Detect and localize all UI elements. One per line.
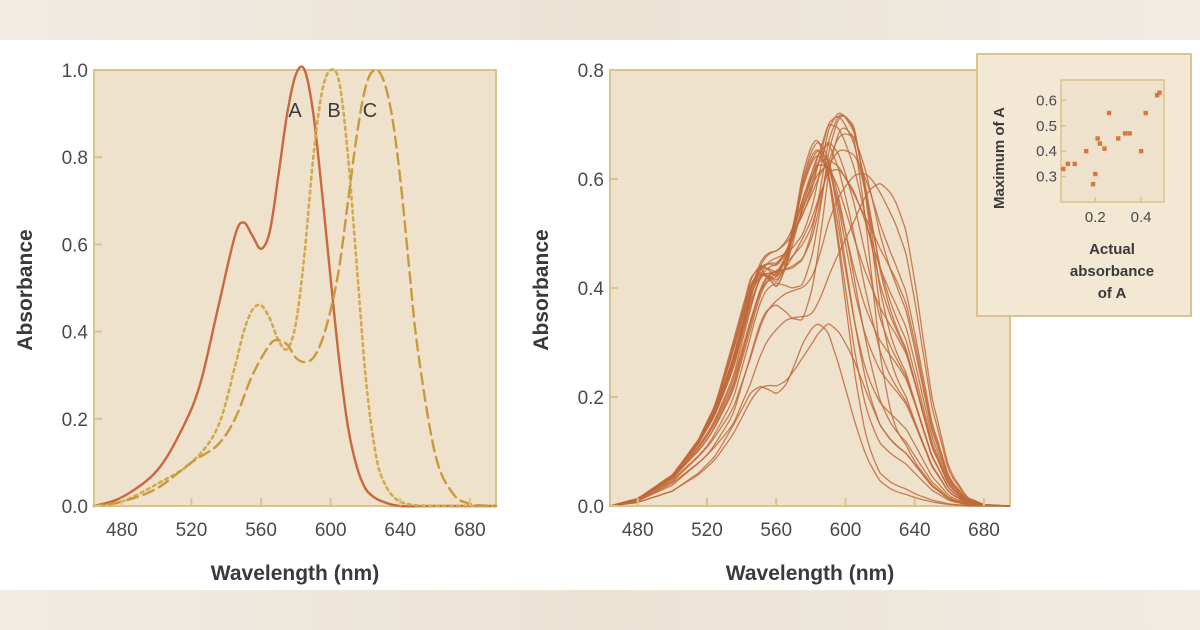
x-tick-label: 600 [830, 520, 862, 541]
right-curves [609, 112, 1011, 507]
curve-label-b: B [327, 100, 340, 122]
y-tick-label: 1.0 [62, 61, 88, 82]
right-plot-area [609, 69, 1011, 507]
y-tick-label: 0.6 [62, 235, 88, 256]
curve-label-a: A [288, 100, 302, 122]
x-tick-label: 480 [622, 520, 654, 541]
inset-y-ticks: 0.3 0.4 0.5 0.6 [1036, 92, 1066, 186]
x-tick-label: 640 [384, 520, 416, 541]
inset-x-tick-label: 0.2 [1085, 209, 1106, 226]
inset-data-point [1090, 182, 1096, 187]
left-y-ticks: 0.0 0.2 0.4 0.6 0.8 1.0 [62, 61, 102, 518]
inset-data-point [1095, 136, 1100, 141]
inset-y-tick-label: 0.6 [1036, 92, 1057, 109]
mixture-spectrum-line [609, 133, 1011, 507]
top-banner [0, 0, 1200, 40]
x-tick-label: 680 [968, 520, 1000, 541]
mixture-spectrum-line [609, 115, 1011, 507]
mixture-spectrum-line [609, 183, 1011, 507]
inset-y-axis-title: Maximum of A [991, 107, 1008, 209]
inset-data-point [1143, 110, 1148, 116]
inset-data-point [1116, 136, 1121, 141]
left-plot-area [93, 69, 497, 507]
inset-data-point [1122, 131, 1128, 136]
mixture-spectrum-line [609, 172, 1011, 507]
inset-panel: 0.2 0.4 0.30.40.50.6 Maximum of A Actual … [976, 53, 1192, 317]
inset-data-point [1097, 141, 1103, 146]
left-curves [92, 65, 498, 508]
inset-data-point [1083, 148, 1089, 154]
right-x-axis-title: Wavelength (nm) [726, 562, 894, 585]
series-line-b [92, 68, 498, 508]
curve-label-c: C [363, 100, 377, 122]
inset-plot-area [1060, 79, 1165, 203]
inset-y-tick-label: 0.5 [1036, 118, 1057, 135]
left-x-axis-title: Wavelength (nm) [211, 562, 379, 585]
x-tick-label: 520 [176, 520, 208, 541]
x-tick-label: 560 [245, 520, 277, 541]
left-y-axis-title: Absorbance [14, 229, 37, 350]
x-tick-label: 600 [315, 520, 347, 541]
left-x-ticks: 480 520 560 600 640 680 [106, 498, 486, 541]
y-tick-label: 0.4 [578, 279, 605, 300]
left-chart: 480 520 560 600 640 680 0.00.20.40.60.81.0 A … [14, 61, 498, 585]
inset-x-axis-title-line3: of A [1098, 285, 1127, 302]
x-tick-label: 480 [106, 520, 138, 541]
y-tick-label: 0.0 [578, 497, 604, 518]
inset-data-point [1106, 110, 1112, 116]
x-tick-label: 560 [760, 520, 792, 541]
inset-data-point [1061, 166, 1066, 172]
y-tick-label: 0.2 [578, 388, 604, 409]
x-tick-label: 680 [454, 520, 486, 541]
bottom-banner [0, 590, 1200, 630]
mixture-spectrum-line [609, 116, 1011, 507]
right-chart: 480 520 560 600 640 680 0.0 0.2 0.4 0.6 0.8 Wavel… [530, 61, 1011, 585]
y-tick-label: 0.6 [578, 170, 604, 191]
y-tick-label: 0.2 [62, 410, 88, 431]
right-y-axis-title: Absorbance [530, 229, 553, 350]
right-y-ticks: 0.0 0.2 0.4 0.6 0.8 [578, 61, 618, 518]
inset-x-tick-label: 0.4 [1131, 209, 1152, 226]
x-tick-label: 520 [691, 520, 723, 541]
series-line-a [92, 65, 498, 508]
y-tick-label: 0.0 [62, 497, 88, 518]
inset-data-point [1127, 131, 1132, 136]
inset-y-tick-label: 0.4 [1036, 143, 1057, 160]
right-x-ticks: 480 520 560 600 640 680 [622, 498, 1000, 541]
y-tick-label: 0.4 [62, 323, 89, 344]
inset-data-point [1138, 148, 1144, 154]
series-line-c [92, 68, 498, 508]
mixture-spectrum-line [609, 323, 1010, 507]
inset-data-point [1102, 146, 1107, 151]
inset-data-point [1072, 161, 1077, 167]
inset-data-point [1157, 90, 1162, 95]
y-tick-label: 0.8 [62, 148, 88, 169]
inset-data-point [1065, 161, 1071, 167]
inset-x-axis-title-line2: absorbance [1070, 263, 1154, 280]
inset-x-ticks: 0.2 0.4 [1085, 197, 1152, 226]
x-tick-label: 640 [899, 520, 931, 541]
inset-y-tick-label: 0.3 [1036, 169, 1057, 186]
inset-data-point [1154, 93, 1160, 98]
inset-data-point [1093, 171, 1098, 177]
inset-x-axis-title-line1: Actual [1089, 241, 1135, 258]
mixture-spectrum-line [609, 112, 1011, 507]
inset-points [1061, 90, 1162, 187]
y-tick-label: 0.8 [578, 61, 604, 82]
